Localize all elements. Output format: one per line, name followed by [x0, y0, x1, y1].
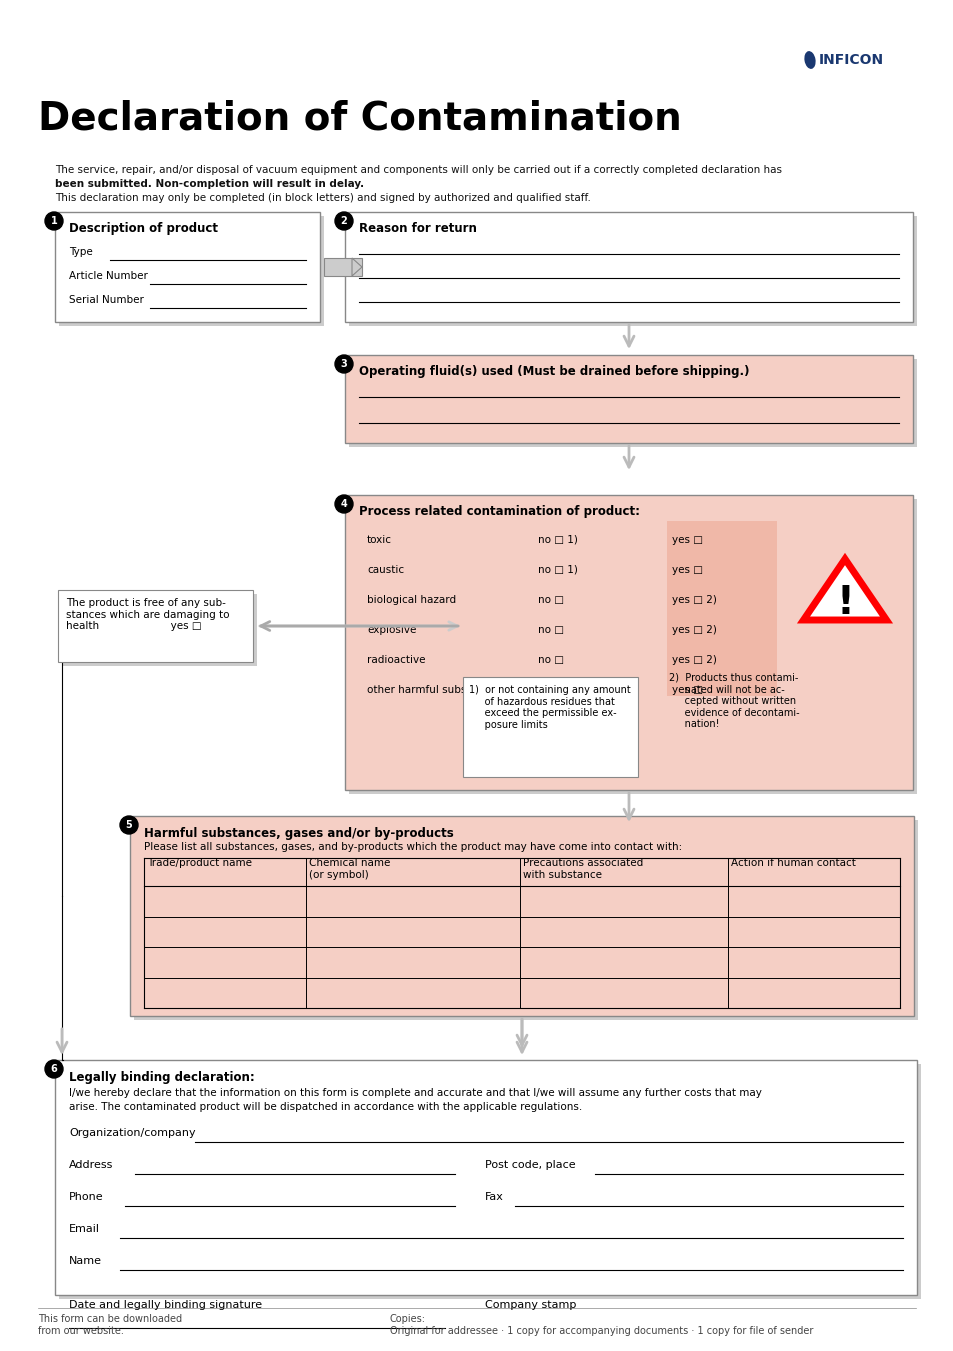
Text: other harmful substances: other harmful substances — [367, 685, 500, 694]
Text: 2: 2 — [340, 216, 347, 226]
Text: Name: Name — [69, 1256, 102, 1266]
Text: Date and legally binding signature: Date and legally binding signature — [69, 1300, 262, 1310]
Polygon shape — [802, 559, 885, 620]
Bar — [349, 216, 916, 326]
Text: Reason for return: Reason for return — [358, 222, 476, 235]
Bar — [55, 212, 319, 322]
Text: 1)  or not containing any amount
     of hazardous residues that
     exceed the: 1) or not containing any amount of hazar… — [469, 685, 630, 730]
Text: caustic: caustic — [367, 565, 404, 576]
Text: yes □ 2): yes □ 2) — [671, 655, 716, 665]
Text: Copies:: Copies: — [390, 1315, 426, 1324]
Text: no □ 1): no □ 1) — [537, 685, 578, 694]
Text: Original for addressee · 1 copy for accompanying documents · 1 copy for file of : Original for addressee · 1 copy for acco… — [390, 1325, 813, 1336]
Text: Legally binding declaration:: Legally binding declaration: — [69, 1071, 254, 1084]
Circle shape — [120, 816, 138, 834]
Text: Company stamp: Company stamp — [484, 1300, 576, 1310]
Bar — [345, 212, 912, 322]
Bar — [55, 1061, 916, 1296]
Text: Trade/product name: Trade/product name — [147, 858, 252, 867]
Text: The service, repair, and/or disposal of vacuum equipment and components will onl: The service, repair, and/or disposal of … — [55, 165, 781, 176]
Text: from our website.: from our website. — [38, 1325, 124, 1336]
Text: Precautions associated
with substance: Precautions associated with substance — [522, 858, 642, 880]
Text: toxic: toxic — [367, 535, 392, 544]
Text: Serial Number: Serial Number — [69, 295, 144, 305]
Text: yes □: yes □ — [671, 535, 702, 544]
Bar — [133, 820, 917, 1020]
Text: Type: Type — [69, 247, 92, 257]
Bar — [59, 216, 324, 326]
Text: This declaration may only be completed (in block letters) and signed by authoriz: This declaration may only be completed (… — [55, 193, 590, 203]
Bar — [462, 677, 638, 777]
Text: 6: 6 — [51, 1065, 57, 1074]
Text: Harmful substances, gases and/or by-products: Harmful substances, gases and/or by-prod… — [144, 827, 454, 840]
Text: been submitted. Non-completion will result in delay.: been submitted. Non-completion will resu… — [55, 178, 364, 189]
Bar — [345, 355, 912, 443]
Circle shape — [335, 494, 353, 513]
Text: no □: no □ — [537, 594, 563, 605]
Text: 4: 4 — [340, 499, 347, 509]
Bar — [345, 494, 912, 790]
Text: Declaration of Contamination: Declaration of Contamination — [38, 100, 681, 138]
Bar — [62, 594, 256, 666]
Text: 5: 5 — [126, 820, 132, 830]
Bar — [666, 521, 776, 696]
Text: INFICON: INFICON — [818, 53, 883, 68]
Circle shape — [335, 212, 353, 230]
Text: radioactive: radioactive — [367, 655, 425, 665]
Text: yes □ 2): yes □ 2) — [671, 594, 716, 605]
Text: 1: 1 — [51, 216, 57, 226]
Text: Chemical name
(or symbol): Chemical name (or symbol) — [309, 858, 390, 880]
Text: no □ 1): no □ 1) — [537, 535, 578, 544]
Circle shape — [335, 355, 353, 373]
Text: Please list all substances, gases, and by-products which the product may have co: Please list all substances, gases, and b… — [144, 842, 681, 852]
Bar — [130, 816, 913, 1016]
Bar — [349, 359, 916, 447]
Ellipse shape — [803, 51, 815, 69]
Circle shape — [45, 1061, 63, 1078]
Text: no □: no □ — [537, 655, 563, 665]
Text: This form can be downloaded: This form can be downloaded — [38, 1315, 182, 1324]
Text: !: ! — [835, 584, 853, 621]
Text: Post code, place: Post code, place — [484, 1161, 575, 1170]
Text: Operating fluid(s) used (Must be drained before shipping.): Operating fluid(s) used (Must be drained… — [358, 365, 749, 378]
Text: Organization/company: Organization/company — [69, 1128, 195, 1138]
Circle shape — [45, 212, 63, 230]
Text: yes □: yes □ — [671, 685, 702, 694]
Text: Action if human contact: Action if human contact — [730, 858, 855, 867]
Bar — [324, 258, 361, 276]
Text: Phone: Phone — [69, 1192, 104, 1202]
Text: Article Number: Article Number — [69, 272, 148, 281]
Text: no □ 1): no □ 1) — [537, 565, 578, 576]
Bar — [349, 499, 916, 794]
Text: Description of product: Description of product — [69, 222, 218, 235]
Text: 3: 3 — [340, 359, 347, 369]
Text: biological hazard: biological hazard — [367, 594, 456, 605]
Polygon shape — [352, 258, 361, 276]
Text: 2)  Products thus contami-
     nated will not be ac-
     cepted without writte: 2) Products thus contami- nated will not… — [668, 673, 799, 730]
Text: yes □: yes □ — [671, 565, 702, 576]
Text: no □: no □ — [537, 626, 563, 635]
Text: Process related contamination of product:: Process related contamination of product… — [358, 505, 639, 517]
Text: Fax: Fax — [484, 1192, 503, 1202]
Bar — [59, 1065, 920, 1300]
Text: Email: Email — [69, 1224, 100, 1233]
Text: Address: Address — [69, 1161, 113, 1170]
Text: explosive: explosive — [367, 626, 416, 635]
Text: yes □ 2): yes □ 2) — [671, 626, 716, 635]
Bar — [58, 590, 253, 662]
Text: I/we hereby declare that the information on this form is complete and accurate a: I/we hereby declare that the information… — [69, 1088, 761, 1098]
Text: arise. The contaminated product will be dispatched in accordance with the applic: arise. The contaminated product will be … — [69, 1102, 581, 1112]
Text: The product is free of any sub-
stances which are damaging to
health            : The product is free of any sub- stances … — [66, 598, 230, 631]
